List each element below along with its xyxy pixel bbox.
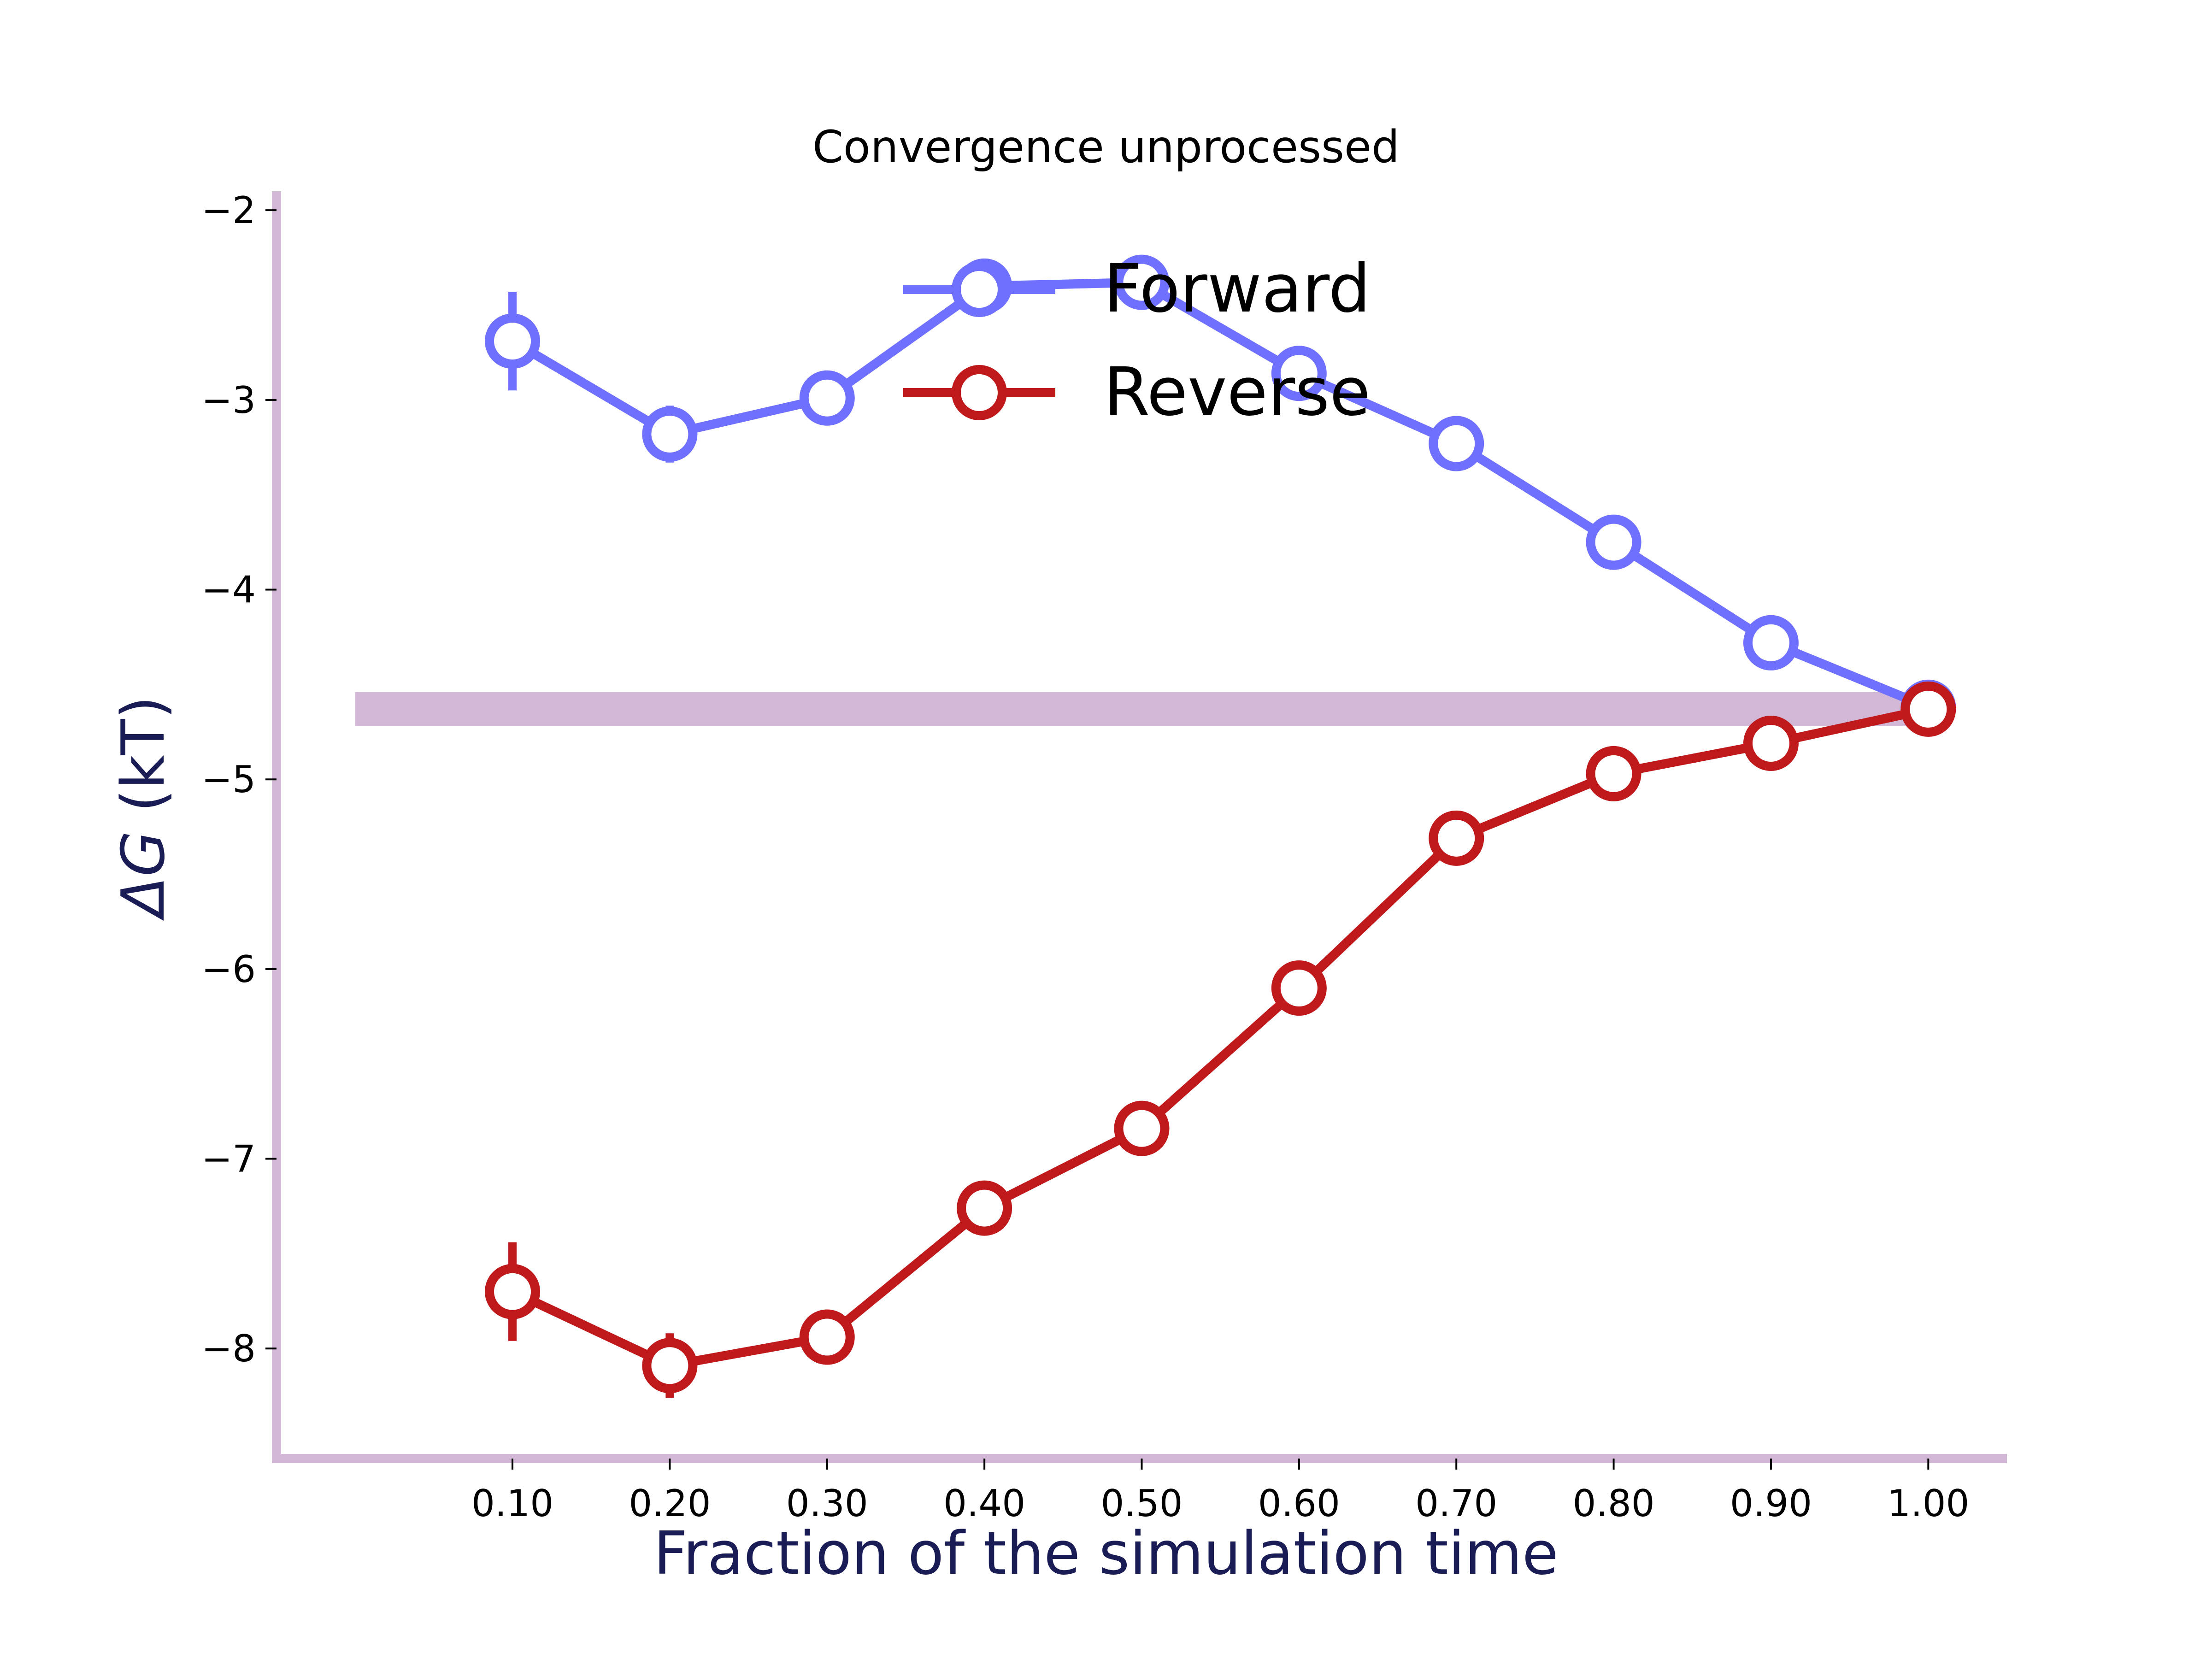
x-tick-label: 0.40 bbox=[943, 1482, 1025, 1525]
y-tick-label: −3 bbox=[201, 379, 256, 422]
forward-data-point bbox=[1586, 514, 1641, 570]
reverse-data-point bbox=[1586, 746, 1641, 801]
x-tick-label: 0.10 bbox=[471, 1482, 553, 1525]
x-tick-label: 0.30 bbox=[786, 1482, 868, 1525]
legend: Forward Reverse bbox=[903, 250, 1371, 430]
forward-series-line bbox=[510, 277, 1930, 712]
reverse-data-point bbox=[1429, 810, 1484, 866]
x-tick-label: 0.80 bbox=[1573, 1482, 1655, 1525]
forward-series bbox=[485, 254, 1956, 735]
reference-band-layer bbox=[355, 692, 1929, 726]
x-tick-label: 0.70 bbox=[1415, 1482, 1497, 1525]
y-tick-label: −5 bbox=[201, 758, 256, 801]
y-axis-label-symbol: ΔG bbox=[109, 831, 178, 921]
reverse-series bbox=[485, 681, 1956, 1398]
forward-data-point bbox=[642, 406, 698, 462]
reverse-data-point bbox=[1900, 681, 1956, 737]
y-tick-label: −6 bbox=[201, 948, 256, 991]
reverse-data-point bbox=[642, 1338, 698, 1394]
forward-data-point bbox=[1271, 346, 1327, 401]
chart-title: Convergence unprocessed bbox=[812, 121, 1400, 173]
reference-band bbox=[355, 692, 1929, 726]
reverse-data-point bbox=[1743, 715, 1799, 771]
y-tick-label: −2 bbox=[201, 189, 256, 232]
reverse-legend-swatch-marker bbox=[952, 365, 1007, 420]
forward-legend-swatch-marker bbox=[952, 262, 1007, 317]
x-tick-label: 0.20 bbox=[629, 1482, 711, 1525]
series-layer bbox=[485, 254, 1956, 1398]
x-tick-label: 1.00 bbox=[1887, 1482, 1969, 1525]
x-tick-label: 0.50 bbox=[1100, 1482, 1182, 1525]
y-tick-label: −4 bbox=[201, 569, 256, 612]
reverse-data-point bbox=[1114, 1100, 1170, 1156]
axes-layer bbox=[272, 191, 2007, 1463]
forward-data-point bbox=[1429, 416, 1484, 471]
y-axis-label: ΔG (kT) bbox=[109, 696, 178, 921]
y-axis-label-unit: (kT) bbox=[109, 696, 178, 831]
reverse-data-point bbox=[957, 1180, 1012, 1236]
forward-legend-label: Forward bbox=[1104, 250, 1371, 327]
y-tick-label: −8 bbox=[201, 1327, 256, 1370]
forward-data-point bbox=[799, 370, 855, 426]
x-tick-label: 0.60 bbox=[1258, 1482, 1340, 1525]
x-tick-label: 0.90 bbox=[1730, 1482, 1812, 1525]
reverse-series-line bbox=[510, 705, 1930, 1371]
y-tick-label: −7 bbox=[201, 1138, 256, 1181]
x-ticks-layer: 0.10 0.20 0.30 0.40 0.50 0.60 0.70 0.80 0.90 1.00 bbox=[471, 1459, 1969, 1525]
reverse-data-point bbox=[485, 1264, 541, 1319]
reverse-data-point bbox=[799, 1309, 855, 1365]
x-axis-label: Fraction of the simulation time bbox=[653, 1519, 1559, 1588]
forward-data-point bbox=[1114, 254, 1170, 310]
y-ticks-layer: −2 −3 −4 −5 −6 −7 −8 bbox=[201, 189, 276, 1370]
forward-data-point bbox=[485, 313, 541, 369]
reverse-legend-label: Reverse bbox=[1104, 353, 1371, 430]
forward-data-point bbox=[1743, 615, 1799, 671]
reverse-data-point bbox=[1271, 960, 1327, 1016]
